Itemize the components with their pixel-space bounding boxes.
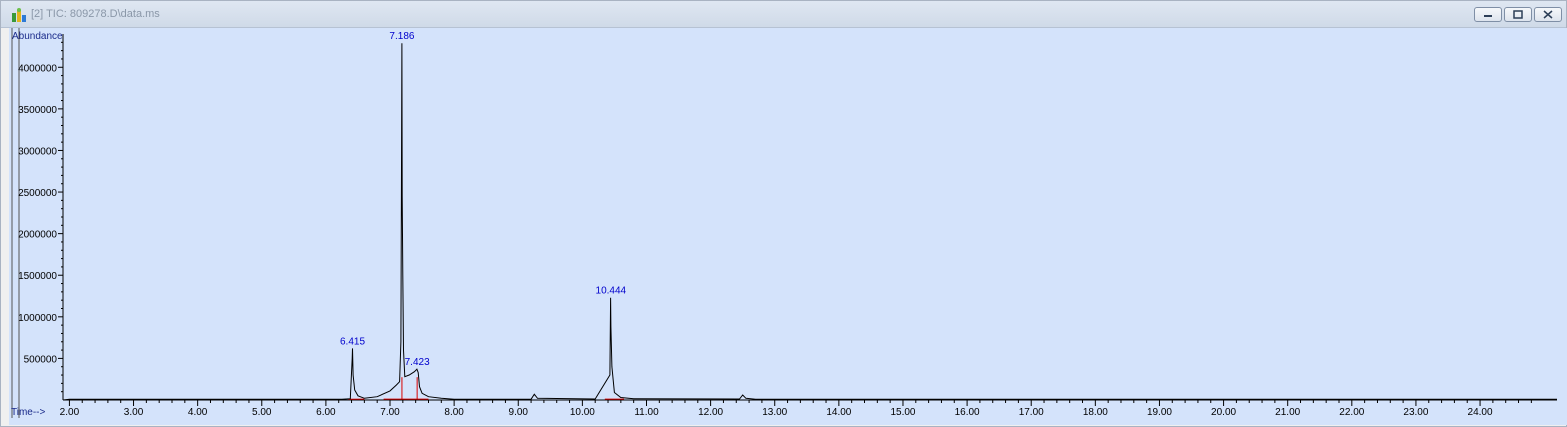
close-icon bbox=[1543, 10, 1553, 19]
x-tick-label: 10.00 bbox=[570, 407, 595, 418]
y-tick-label: 1000000 bbox=[18, 313, 57, 324]
x-tick-label: 11.00 bbox=[634, 407, 659, 418]
app-icon bbox=[11, 7, 27, 23]
y-tick-label: 2500000 bbox=[18, 188, 57, 199]
peak-label: 7.186 bbox=[389, 31, 414, 42]
title-bar[interactable]: [2] TIC: 809278.D\data.ms bbox=[1, 1, 1566, 28]
x-tick-label: 17.00 bbox=[1019, 407, 1044, 418]
y-tick-label: 2000000 bbox=[18, 230, 57, 241]
x-tick-label: 5.00 bbox=[252, 407, 272, 418]
x-tick-label: 3.00 bbox=[124, 407, 144, 418]
window-title: [2] TIC: 809278.D\data.ms bbox=[31, 8, 160, 20]
x-tick-label: 16.00 bbox=[955, 407, 980, 418]
peak-label: 7.423 bbox=[405, 357, 430, 368]
restore-button[interactable] bbox=[1504, 7, 1532, 22]
minimize-button[interactable] bbox=[1474, 7, 1502, 22]
chart-area[interactable]: Abundance 500000 1000000 1500000 2000000 2500… bbox=[9, 28, 1567, 425]
x-tick-label: 8.00 bbox=[444, 407, 464, 418]
y-tick-label: 1500000 bbox=[18, 271, 57, 282]
x-tick-label: 7.00 bbox=[380, 407, 400, 418]
tic-trace bbox=[62, 43, 1558, 401]
close-button[interactable] bbox=[1534, 7, 1562, 22]
x-tick-label: 12.00 bbox=[698, 407, 723, 418]
x-tick-label: 9.00 bbox=[509, 407, 529, 418]
x-tick-label: 2.00 bbox=[60, 407, 80, 418]
peak-label: 10.444 bbox=[596, 286, 627, 297]
x-tick-label: 20.00 bbox=[1211, 407, 1236, 418]
minimize-icon bbox=[1484, 15, 1492, 17]
y-tick-label: 3000000 bbox=[18, 146, 57, 157]
x-tick-label: 6.00 bbox=[316, 407, 336, 418]
x-tick-label: 24.00 bbox=[1468, 407, 1493, 418]
x-tick-label: 21.00 bbox=[1275, 407, 1300, 418]
peak-label: 6.415 bbox=[340, 336, 365, 347]
y-tick-label: 3500000 bbox=[18, 105, 57, 116]
x-tick-label: 15.00 bbox=[890, 407, 915, 418]
x-tick-label: 18.00 bbox=[1083, 407, 1108, 418]
x-tick-label: 19.00 bbox=[1147, 407, 1172, 418]
x-tick-label: 13.00 bbox=[762, 407, 787, 418]
y-tick-label: 500000 bbox=[24, 354, 58, 365]
x-tick-label: 4.00 bbox=[188, 407, 208, 418]
tic-chromatogram: Abundance 500000 1000000 1500000 2000000 2500… bbox=[11, 28, 1558, 418]
y-tick-label: 4000000 bbox=[18, 63, 57, 74]
y-axis-label: Abundance bbox=[12, 31, 63, 42]
x-axis-label: Time--> bbox=[11, 407, 46, 418]
restore-icon bbox=[1513, 10, 1523, 19]
x-tick-label: 22.00 bbox=[1339, 407, 1364, 418]
x-tick-label: 23.00 bbox=[1403, 407, 1428, 418]
x-tick-label: 14.00 bbox=[826, 407, 851, 418]
